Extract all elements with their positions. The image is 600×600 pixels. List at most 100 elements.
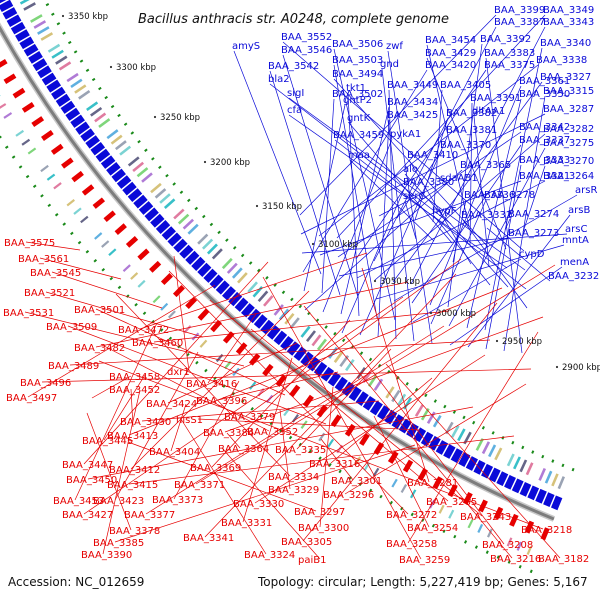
reverse-gene-label: BAA_3412 [109,465,160,476]
forward-leader-line [430,199,487,325]
reverse-gene-label: BAA_3331 [221,518,272,529]
feature-band-mark [19,0,30,5]
reverse-gene-label: BAA_3496 [20,378,71,389]
reverse-leader-line [168,270,409,515]
backbone-line [0,25,555,521]
forward-gene-label: sigI [287,88,304,99]
forward-gene-label: tkt1 [346,83,366,94]
reverse-leader-line [211,319,351,468]
forward-leader-line [404,173,509,288]
forward-leader-line [449,266,563,346]
inner-band-mark [0,103,7,109]
forward-gene-label: cfa [287,105,302,116]
feature-band-mark [221,257,233,270]
feature-band-mark [475,438,484,451]
feature-band-mark [367,374,378,388]
rna-track-inner [0,134,533,574]
reverse-gene-label: BAA_3334 [268,472,319,483]
forward-leader-line [269,83,452,225]
forward-gene-label: BAA_3425 [387,110,438,121]
forward-leader-line [426,57,507,250]
reverse-gene-label: BAA_3489 [48,361,99,372]
forward-leader-line [300,113,546,235]
reverse-gene-label: BAA_3208 [482,540,533,551]
inner-band-mark [21,138,31,146]
inner-band-mark [101,240,110,248]
forward-gene-label: BAA_3494 [332,69,383,80]
forward-gene-label: BAA_3383 [484,48,535,59]
reverse-leader-line [114,351,199,501]
tick-label: 2900 kbp [562,363,600,373]
label-leader-lines [24,14,578,560]
inner-band-mark [183,325,192,334]
accession-text: Accession: NC_012659 [8,575,144,589]
forward-gene-label: BAA_3459 [333,130,384,141]
feature-band-mark [426,411,436,424]
feature-band-mark [237,272,248,284]
reverse-gene-label: BAA_3415 [107,480,158,491]
forward-gene-label: BAA_3454 [425,35,476,46]
feature-band-mark [159,193,171,204]
reverse-leader-line [170,403,187,452]
forward-leader-line [375,244,565,300]
inner-band-mark [327,438,335,448]
reverse-leader-line [303,305,513,559]
forward-leader-line [333,48,396,321]
forward-gene-label: menA [560,257,589,268]
reverse-leader-line [102,389,141,555]
forward-leader-line [359,134,449,336]
reverse-leader-line [103,374,146,441]
reverse-gene-label: BAA_3545 [30,268,81,279]
forward-gene-label: BAA_3336 [464,190,515,201]
reverse-gene-label: BAA_3384 [203,428,254,439]
reverse-gene-label: BAA_3216 [490,554,541,565]
forward-leader-line [378,182,443,217]
tick-label: 3200 kbp [210,158,250,168]
feature-band-mark [226,262,238,274]
feature-band-mark [263,295,274,307]
tick-label: 3350 kbp [68,12,108,22]
feature-band-mark [154,188,167,199]
feature-band-mark [197,233,209,245]
reverse-leader-line [319,386,334,528]
reverse-gene-label: BAA_3413 [107,431,158,442]
reverse-gene-label: BAA_3460 [132,338,183,349]
forward-gene-label: arsR [575,185,597,196]
feature-band-mark [66,72,79,83]
reverse-gene-label: BAA_3243 [460,512,511,523]
reverse-leader-line [51,271,163,309]
feature-band-mark [414,404,424,417]
feature-band-mark [115,140,127,151]
feature-band-mark [30,14,43,23]
forward-gene-label: arsB [568,205,590,216]
feature-band-mark [33,20,47,29]
reverse-leader-line [145,325,445,515]
reverse-leader-line [167,342,298,404]
reverse-leader-line [74,322,158,501]
kbp-tick-marks: 3350 kbp 3300 kbp 3250 kbp 3200 kbp 3150 kbp… [61,12,600,373]
reverse-gene-label: BAA_3335 [275,445,326,456]
inner-band-mark [122,264,131,273]
tick-mark [255,204,259,208]
reverse-gene-label: dxr1 [167,367,190,378]
feature-band-mark [47,43,61,53]
forward-gene-label: BAA_3387 [494,17,545,28]
feature-band-mark [391,389,401,403]
forward-gene-label: BAA_3506 [332,39,383,50]
forward-leader-line [341,186,406,334]
inner-band-mark [130,272,139,280]
forward-gene-label: BAA_3340 [540,38,591,49]
inner-band-mark [506,537,513,547]
forward-gene-label: BAA_3542 [268,61,319,72]
forward-gene-label: BAA_3349 [543,5,594,16]
forward-leader-line [485,164,522,350]
forward-gene-label: BAA_3232 [548,271,599,282]
feature-band-mark [58,61,72,71]
forward-gene-label: BAA_3270 [543,156,594,167]
inner-band-mark [354,456,362,466]
reverse-gene-label: BAA_3272 [386,510,437,521]
feature-band-mark [481,441,491,455]
feature-band-mark [55,55,68,65]
forward-leader-line [301,233,568,254]
reverse-leader-line [204,273,457,538]
